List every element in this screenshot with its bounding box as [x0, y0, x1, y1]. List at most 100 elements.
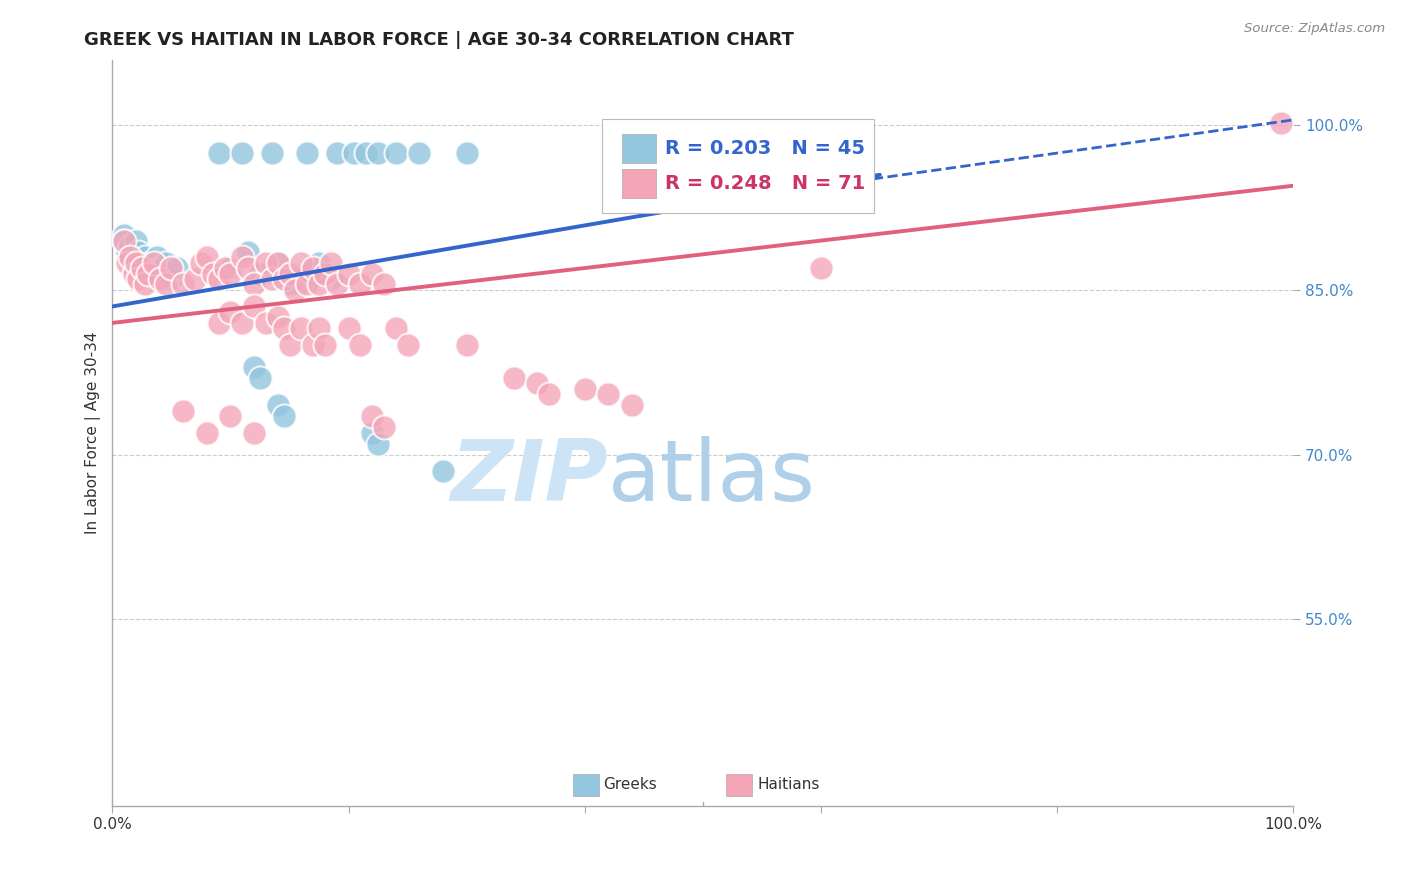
- Point: [502, 370, 524, 384]
- Point: [219, 260, 242, 275]
- Point: [238, 244, 260, 259]
- Point: [150, 272, 173, 286]
- Text: Source: ZipAtlas.com: Source: ZipAtlas.com: [1244, 22, 1385, 36]
- Point: [384, 321, 406, 335]
- Point: [172, 403, 194, 417]
- Point: [249, 267, 271, 281]
- Point: [354, 145, 377, 160]
- Point: [408, 145, 430, 160]
- Point: [155, 255, 177, 269]
- Point: [1270, 116, 1292, 130]
- Point: [125, 234, 148, 248]
- Point: [120, 250, 142, 264]
- Point: [243, 425, 266, 440]
- Point: [308, 255, 330, 269]
- Point: [308, 277, 330, 292]
- Point: [219, 267, 242, 281]
- Point: [238, 260, 260, 275]
- Point: [273, 272, 295, 286]
- Point: [120, 250, 142, 264]
- Text: GREEK VS HAITIAN IN LABOR FORCE | AGE 30-34 CORRELATION CHART: GREEK VS HAITIAN IN LABOR FORCE | AGE 30…: [84, 31, 794, 49]
- Point: [112, 234, 135, 248]
- Point: [155, 277, 177, 292]
- Point: [112, 234, 135, 248]
- Point: [172, 277, 194, 292]
- Point: [538, 387, 561, 401]
- Point: [208, 316, 231, 330]
- Point: [373, 277, 395, 292]
- Point: [396, 338, 419, 352]
- Point: [297, 277, 319, 292]
- Point: [166, 260, 188, 275]
- Point: [120, 239, 142, 253]
- Point: [598, 387, 620, 401]
- Point: [526, 376, 548, 391]
- Point: [184, 272, 207, 286]
- Point: [122, 267, 145, 281]
- Bar: [623, 134, 655, 162]
- Point: [139, 255, 162, 269]
- Point: [297, 145, 319, 160]
- Point: [349, 338, 371, 352]
- Point: [273, 321, 295, 335]
- Point: [208, 272, 231, 286]
- Point: [149, 272, 172, 286]
- Point: [260, 272, 283, 286]
- Point: [243, 359, 266, 374]
- Point: [456, 145, 478, 160]
- Point: [326, 277, 349, 292]
- Point: [267, 255, 290, 269]
- Text: atlas: atlas: [609, 436, 817, 519]
- Point: [249, 370, 271, 384]
- Point: [302, 338, 325, 352]
- FancyBboxPatch shape: [602, 120, 875, 212]
- Point: [361, 425, 384, 440]
- Point: [343, 145, 366, 160]
- Y-axis label: In Labor Force | Age 30-34: In Labor Force | Age 30-34: [86, 331, 101, 533]
- Point: [278, 267, 301, 281]
- Point: [134, 250, 156, 264]
- Point: [115, 244, 138, 259]
- Point: [267, 310, 290, 325]
- Point: [297, 267, 319, 281]
- Point: [349, 277, 371, 292]
- Point: [125, 255, 148, 269]
- Point: [267, 398, 290, 412]
- Point: [254, 316, 277, 330]
- Point: [260, 145, 283, 160]
- Point: [160, 272, 183, 286]
- Point: [195, 250, 218, 264]
- Point: [136, 267, 159, 281]
- Text: ZIP: ZIP: [451, 436, 609, 519]
- Point: [231, 316, 253, 330]
- Point: [432, 464, 454, 478]
- Point: [254, 255, 277, 269]
- Text: R = 0.203   N = 45: R = 0.203 N = 45: [665, 139, 865, 158]
- Point: [373, 420, 395, 434]
- Point: [134, 277, 156, 292]
- Point: [190, 255, 212, 269]
- Point: [214, 260, 236, 275]
- Point: [337, 267, 360, 281]
- Point: [308, 321, 330, 335]
- Point: [337, 321, 360, 335]
- Point: [208, 145, 231, 160]
- Point: [127, 244, 149, 259]
- Point: [810, 260, 832, 275]
- Point: [219, 305, 242, 319]
- Point: [290, 321, 312, 335]
- Text: Haitians: Haitians: [756, 777, 820, 792]
- Point: [122, 255, 145, 269]
- Point: [574, 382, 596, 396]
- Point: [231, 145, 253, 160]
- Point: [302, 260, 325, 275]
- Point: [620, 398, 643, 412]
- Point: [231, 250, 253, 264]
- Point: [142, 255, 165, 269]
- Bar: [572, 773, 599, 796]
- Point: [112, 228, 135, 243]
- Point: [243, 300, 266, 314]
- Point: [384, 145, 406, 160]
- Point: [367, 145, 389, 160]
- Point: [361, 267, 384, 281]
